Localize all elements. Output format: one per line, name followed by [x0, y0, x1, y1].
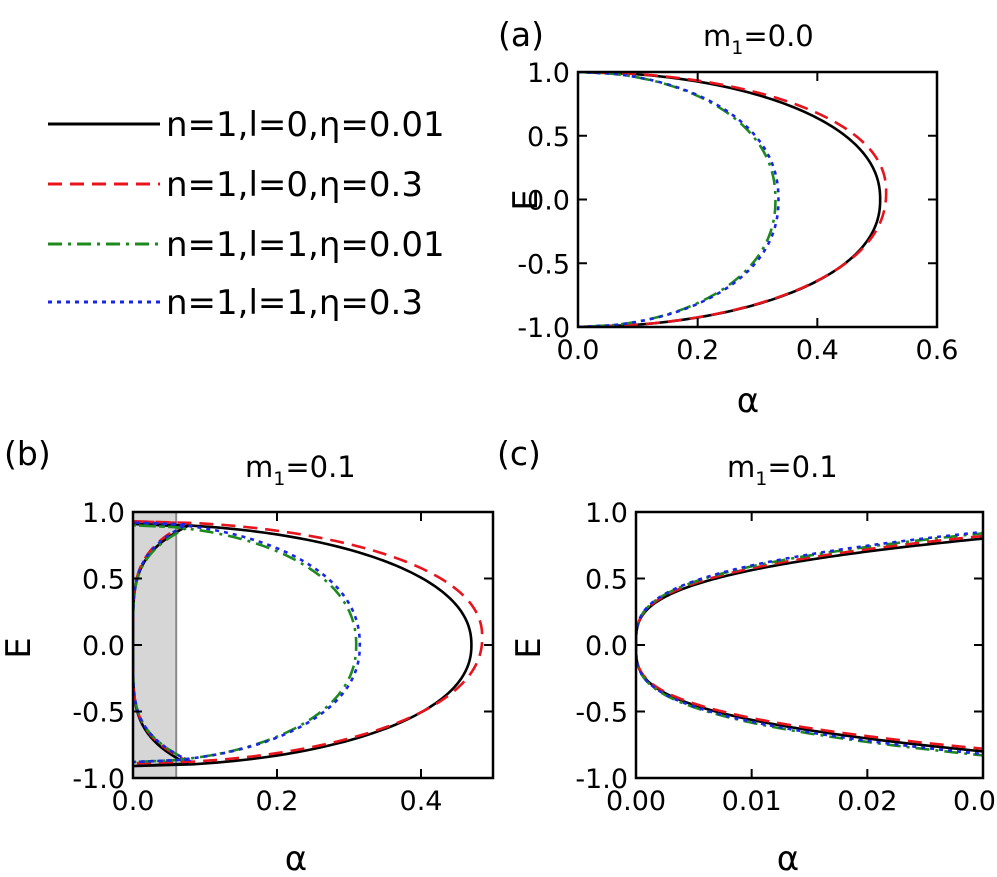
x-tick-label: 0.03 [953, 786, 997, 817]
x-tick-label: 0.01 [722, 786, 782, 817]
series-line [636, 531, 983, 646]
panel-c: (c) m1=0.1 -1.0 -0.5 0.0 0.5 1.0 0.00 0.01 0.02… [497, 434, 997, 877]
y-tick-label: 1.0 [82, 498, 125, 529]
panel-b: (b) m1=0.1 -1.0-0.50.00.51.00.0 0.2 0.4 E … [0, 434, 495, 877]
legend-item: n=1,l=0,η=0.01 [48, 105, 445, 145]
series-line [133, 521, 362, 764]
y-tick-label: 1.0 [585, 498, 628, 529]
x-tick-label: 0.4 [796, 335, 839, 366]
y-tick-label: 0.0 [527, 186, 570, 217]
series-group [133, 520, 484, 768]
x-tick-label: 0.2 [256, 786, 299, 817]
x-tick-label: 0.0 [557, 335, 600, 366]
legend-label: n=1,l=1,η=0.01 [166, 225, 445, 265]
x-tick-label: 0.6 [916, 335, 959, 366]
legend-label: n=1,l=1,η=0.3 [166, 283, 423, 323]
panel-b-label: (b) [4, 434, 51, 473]
y-tick-label: 0.5 [585, 565, 628, 596]
y-tick-label: -1.0 [517, 313, 570, 344]
legend-item: n=1,l=0,η=0.3 [48, 165, 423, 205]
panel-c-label: (c) [497, 434, 541, 473]
x-tick-label: 0.2 [676, 335, 719, 366]
series-line [133, 522, 473, 768]
series-line [636, 534, 983, 646]
x-tick-label: 0.0 [112, 786, 155, 817]
y-tick-label: -0.5 [72, 698, 125, 729]
panel-c-ylabel: E [509, 637, 549, 658]
series-group [578, 72, 888, 327]
legend-item: n=1,l=1,η=0.3 [48, 283, 423, 323]
legend-item: n=1,l=1,η=0.01 [48, 225, 445, 265]
series-line [636, 644, 983, 753]
series-line [636, 530, 983, 646]
panel-a-xlabel: α [737, 381, 759, 421]
panel-a-label: (a) [498, 15, 544, 54]
y-tick-label: -0.5 [517, 249, 570, 280]
y-tick-label: 0.0 [82, 631, 125, 662]
series-line [636, 644, 983, 757]
series-line [578, 72, 777, 327]
plot-frame [576, 70, 939, 329]
panel-a-title: m1=0.0 [703, 19, 814, 59]
y-tick-label: -1.0 [575, 764, 628, 795]
series-line [578, 72, 780, 327]
series-group [636, 530, 983, 757]
series-line [636, 644, 983, 751]
legend: n=1,l=0,η=0.01 n=1,l=0,η=0.3 n=1,l=1,η=0… [48, 105, 445, 323]
series-line [133, 520, 484, 765]
panel-c-xlabel: α [777, 839, 799, 877]
panel-b-title: m1=0.1 [245, 450, 356, 490]
series-line [636, 644, 983, 756]
panel-c-plot: -1.0 -0.5 0.0 0.5 1.0 0.00 0.01 0.02 0.03 [575, 498, 997, 817]
x-tick-label: 0.02 [837, 786, 897, 817]
plot-frame [131, 510, 495, 780]
y-tick-label: 1.0 [527, 58, 570, 89]
panel-a-ylabel: E [506, 189, 546, 210]
y-tick-label: -0.5 [575, 698, 628, 729]
x-tick-label: 0.00 [606, 786, 666, 817]
y-tick-label: -1.0 [72, 764, 125, 795]
y-tick-label: 0.5 [527, 122, 570, 153]
y-tick-label: 0.5 [82, 565, 125, 596]
series-line [578, 72, 882, 327]
legend-label: n=1,l=0,η=0.01 [166, 105, 445, 145]
panel-b-ylabel: E [0, 637, 39, 658]
panel-a: (a) m1=0.0 -1.0 -0.5 0.0 0.5 1.0 0.0 0.2 0.4 0.6… [498, 15, 958, 421]
y-tick-label: 0.0 [585, 631, 628, 662]
plot-frame [634, 510, 985, 780]
panel-a-plot: -1.0 -0.5 0.0 0.5 1.0 0.0 0.2 0.4 0.6 [517, 58, 958, 366]
legend-label: n=1,l=0,η=0.3 [166, 165, 423, 205]
panel-c-title: m1=0.1 [727, 450, 838, 490]
panel-b-plot: -1.0 -0.5 0.0 0.5 1.0 0.0 0.2 0.4 [72, 498, 495, 817]
series-line [578, 72, 888, 327]
x-tick-label: 0.4 [400, 786, 443, 817]
panel-b-xlabel: α [285, 839, 307, 877]
